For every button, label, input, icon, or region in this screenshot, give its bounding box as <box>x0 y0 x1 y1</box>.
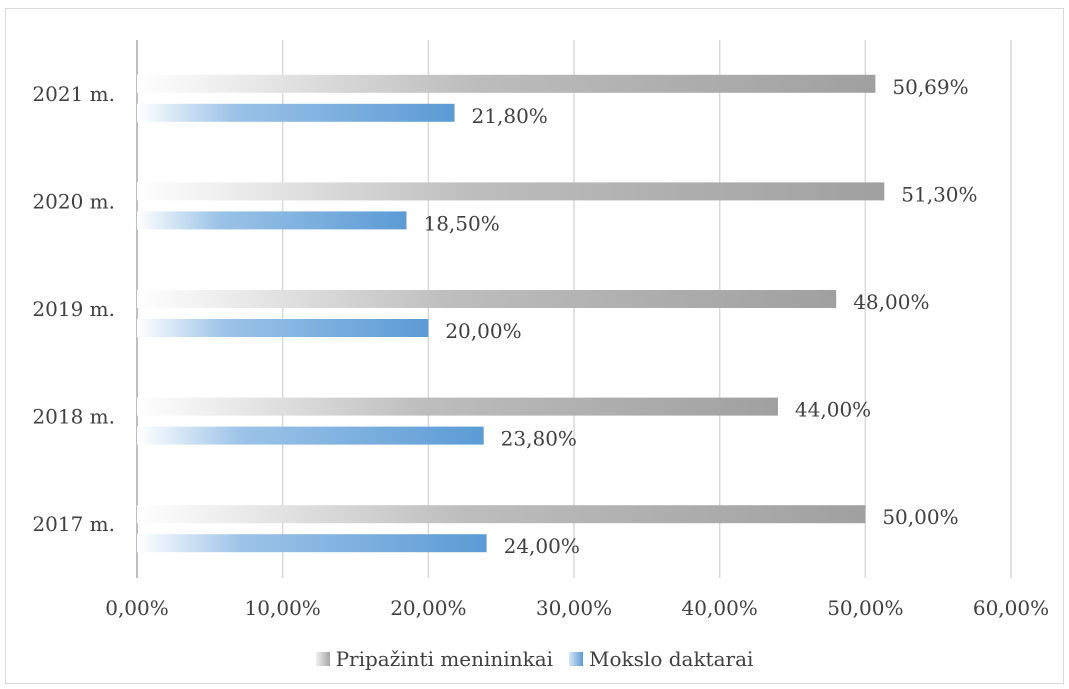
data-label: 44,00% <box>795 398 871 422</box>
data-label: 24,00% <box>504 534 580 558</box>
x-tick-label: 40,00% <box>682 596 758 620</box>
y-category-label: 2019 m. <box>32 297 115 321</box>
data-label: 50,69% <box>892 75 968 99</box>
data-label: 23,80% <box>501 427 577 451</box>
bar <box>137 426 484 445</box>
x-tick-label: 20,00% <box>390 596 466 620</box>
legend-item-series-2: Mokslo daktarai <box>569 647 753 671</box>
y-category-label: 2020 m. <box>32 189 115 213</box>
x-tick-label: 50,00% <box>827 596 903 620</box>
legend-label-series-2: Mokslo daktarai <box>589 647 754 671</box>
legend: Pripažinti menininkai Mokslo daktarai <box>0 644 1069 674</box>
bar <box>137 290 837 308</box>
y-category-label: 2021 m. <box>32 82 115 106</box>
labels: 0,00% 10,00% 20,00% 30,00% 40,00% 50,00% 60,00… <box>32 75 1049 620</box>
legend-item-series-1: Pripažinti menininkai <box>315 647 554 671</box>
x-tick-label: 0,00% <box>105 596 169 620</box>
legend-label-series-1: Pripažinti menininkai <box>335 647 554 671</box>
y-category-label: 2018 m. <box>32 405 115 429</box>
bar <box>137 182 885 201</box>
x-tick-label: 30,00% <box>536 596 612 620</box>
bar <box>137 103 455 122</box>
bar <box>137 211 407 230</box>
legend-swatch-blue <box>569 652 584 666</box>
data-label: 18,50% <box>423 211 499 235</box>
gridlines <box>136 40 1012 578</box>
x-tick-label: 10,00% <box>245 596 321 620</box>
x-tick-label: 60,00% <box>973 596 1049 620</box>
bar <box>137 319 429 337</box>
bars <box>137 74 885 553</box>
legend-swatch-gray <box>315 652 330 666</box>
bar <box>137 74 876 93</box>
data-label: 50,00% <box>882 505 958 529</box>
bar <box>137 505 866 524</box>
data-label: 51,30% <box>901 182 977 206</box>
bar <box>137 397 778 416</box>
data-label: 21,80% <box>472 104 548 128</box>
bar <box>137 534 487 553</box>
data-label: 20,00% <box>445 319 521 343</box>
y-category-label: 2017 m. <box>32 512 115 536</box>
data-label: 48,00% <box>853 290 929 314</box>
